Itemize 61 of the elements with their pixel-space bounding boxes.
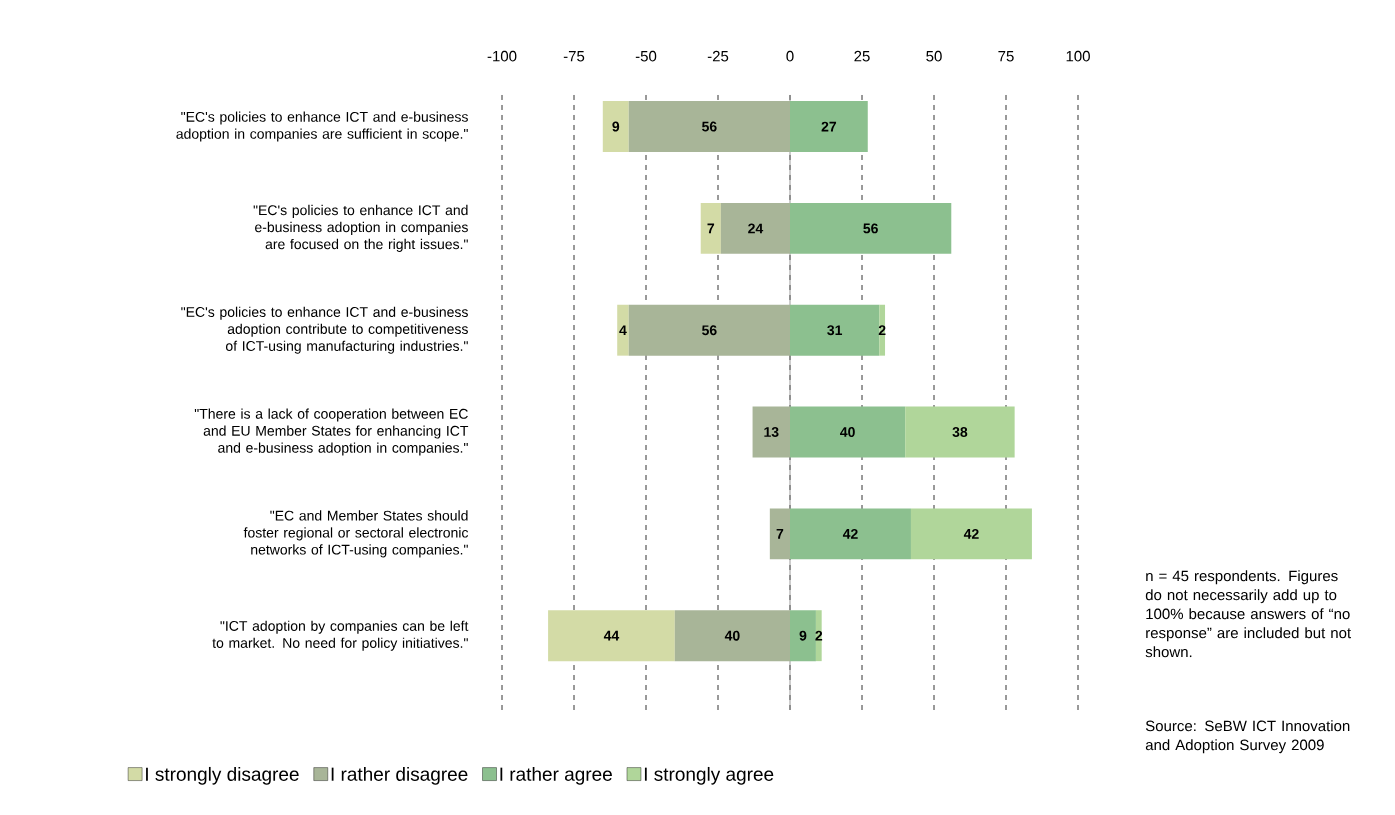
x-tick-label: 25 — [854, 50, 870, 62]
bar — [790, 406, 906, 458]
y-tick-label: "EC's policies to enhance ICT and e-business adoption contribute to competitiveness of ICT-using manufacturing industries." — [181, 306, 468, 354]
bar — [905, 406, 1015, 458]
y-tick-label: "EC's policies to enhance ICT and e-business adoption in companies are sufficient in scope." — [176, 111, 468, 142]
x-tick-label: 0 — [786, 50, 794, 62]
bar — [674, 610, 790, 662]
data-label: 2 — [815, 630, 823, 641]
data-label: 9 — [612, 121, 620, 132]
bar — [815, 610, 822, 662]
legend-label: I strongly agree — [644, 766, 774, 785]
x-tick-label: 50 — [926, 50, 942, 62]
data-label: 13 — [764, 427, 779, 437]
data-label: 4 — [619, 325, 627, 336]
data-label: 9 — [799, 630, 807, 641]
bar — [769, 508, 790, 560]
bar — [752, 406, 790, 458]
data-label: 27 — [821, 121, 837, 132]
data-label: 56 — [702, 121, 717, 132]
data-label: 56 — [702, 325, 717, 336]
y-tick-label: "EC and Member States should foster regional or sectoral electronic networks of ICT-using companies." — [243, 510, 469, 558]
legend-label: I rather agree — [500, 766, 612, 785]
bar — [617, 304, 629, 356]
x-tick-label: -100 — [487, 50, 517, 62]
bar — [700, 202, 721, 254]
bar — [602, 101, 629, 153]
text: n = 45 respondents. Figures do not necessarily add up to 100% because answers of “no response” are included but not shown. — [1145, 570, 1352, 658]
x-tick-label: -75 — [563, 51, 585, 62]
bar — [628, 101, 790, 153]
data-label: 31 — [827, 325, 843, 336]
y-tick-label: "EC's policies to enhance ICT and e-business adoption in companies are focused on the right issues." — [253, 204, 468, 252]
data-label: 40 — [840, 427, 855, 437]
data-label: 38 — [952, 427, 968, 437]
data-label: 7 — [776, 529, 784, 539]
bar — [548, 610, 675, 662]
x-tick-label: 100 — [1066, 50, 1090, 62]
bar — [628, 304, 790, 356]
bar — [790, 610, 816, 662]
bar — [910, 508, 1032, 560]
data-label: 44 — [603, 630, 620, 641]
data-label: 42 — [842, 528, 858, 539]
y-tick-label: "There is a lack of cooperation between EC and EU Member States for enhancing ICT and e-business adoption in companies." — [194, 408, 469, 456]
bar — [879, 304, 886, 356]
data-label: 7 — [707, 223, 715, 234]
bar — [790, 508, 911, 560]
source-note: Source: SeBW ICT Innovation and Adoption Survey 2009 — [1145, 720, 1350, 754]
x-tick-label: -50 — [635, 50, 657, 62]
legend-label: I strongly disagree — [146, 766, 299, 785]
bar — [790, 101, 868, 153]
x-tick-label: 75 — [998, 51, 1014, 62]
y-tick-label: "ICT adoption by companies can be left to market. No need for policy initiatives." — [212, 620, 469, 651]
data-label: 42 — [963, 528, 979, 539]
x-tick-label: -25 — [707, 50, 729, 62]
data-label: 40 — [724, 630, 740, 641]
bar — [790, 304, 880, 356]
data-label: 56 — [863, 223, 878, 234]
bar — [720, 202, 790, 254]
legend-label: I rather disagree — [331, 766, 468, 785]
data-label: 24 — [748, 223, 764, 234]
data-label: 2 — [878, 325, 886, 336]
bar — [790, 202, 952, 254]
